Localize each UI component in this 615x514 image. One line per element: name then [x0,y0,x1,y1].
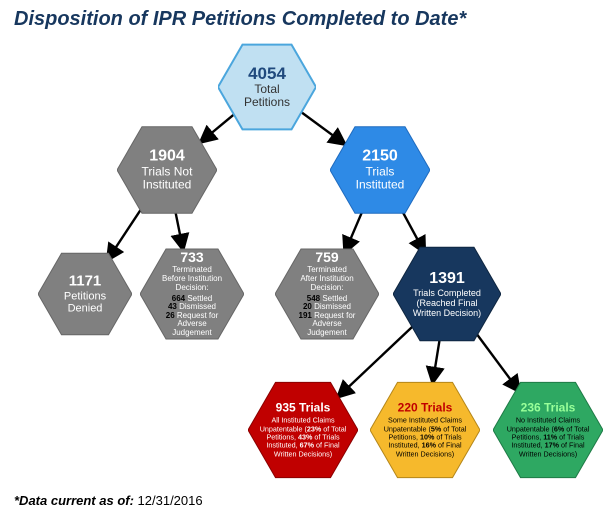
hex-num-all-unpat: 935 Trials [258,402,348,415]
hex-sublines-term-before: 664 Settled43 Dismissed26 Request forAdv… [149,295,234,338]
hex-content-term-before: 733TerminatedBefore InstitutionDecision:… [149,250,234,338]
hex-content-some-unpat: 220 Trials Some Instituted Claims Unpaten… [380,402,470,459]
hex-label-completed: Trials Completed(Reached FinalWritten De… [403,288,492,318]
hex-num-none-unpat: 236 Trials [503,402,593,415]
hex-fine-some-unpat: Some Instituted Claims Unpatentable (5% … [380,417,470,458]
hex-all-unpat: 935 Trials All Instituted Claims Unpatent… [248,375,358,485]
hex-label-total: TotalPetitions [227,83,307,110]
footer-label: *Data current as of: [14,493,134,508]
hex-denied: 1171PetitionsDenied [38,247,132,341]
hex-num-term-after: 759 [284,250,369,266]
hex-num-not-instituted: 1904 [126,148,208,166]
hex-label-denied: PetitionsDenied [46,290,123,315]
hex-some-unpat: 220 Trials Some Instituted Claims Unpaten… [370,375,480,485]
hex-num-term-before: 733 [149,250,234,266]
hex-total: 4054TotalPetitions [218,38,316,136]
hex-content-instituted: 2150TrialsInstituted [339,148,421,193]
hex-instituted: 2150TrialsInstituted [330,120,430,220]
footer-note: *Data current as of: 12/31/2016 [14,493,203,508]
hex-num-total: 4054 [227,64,307,83]
hex-num-some-unpat: 220 Trials [380,402,470,415]
hex-content-completed: 1391Trials Completed(Reached FinalWritte… [403,270,492,318]
hex-not-instituted: 1904Trials NotInstituted [117,120,217,220]
hex-num-denied: 1171 [46,273,123,290]
hex-term-after: 759TerminatedAfter InstitutionDecision:5… [275,242,379,346]
hex-term-before: 733TerminatedBefore InstitutionDecision:… [140,242,244,346]
hex-content-term-after: 759TerminatedAfter InstitutionDecision:5… [284,250,369,338]
hex-none-unpat: 236 Trials No Instituted Claims Unpatenta… [493,375,603,485]
hex-content-not-instituted: 1904Trials NotInstituted [126,148,208,193]
hex-fine-all-unpat: All Instituted Claims Unpatentable (23% … [258,417,348,458]
hex-completed: 1391Trials Completed(Reached FinalWritte… [393,240,501,348]
hex-label-instituted: TrialsInstituted [339,166,421,193]
hex-label-term-before: TerminatedBefore InstitutionDecision: [149,266,234,293]
hex-content-none-unpat: 236 Trials No Instituted Claims Unpatenta… [503,402,593,459]
hex-label-not-instituted: Trials NotInstituted [126,166,208,193]
footer-date: 12/31/2016 [134,493,203,508]
hex-content-all-unpat: 935 Trials All Instituted Claims Unpatent… [258,402,348,459]
hex-sublines-term-after: 548 Settled20 Dismissed191 Request forAd… [284,295,369,338]
flowchart-canvas: 4054TotalPetitions 1904Trials NotInstitut… [0,34,615,492]
hex-num-instituted: 2150 [339,148,421,166]
hex-content-denied: 1171PetitionsDenied [46,273,123,314]
hex-num-completed: 1391 [403,270,492,288]
hex-content-total: 4054TotalPetitions [227,64,307,110]
page-title: Disposition of IPR Petitions Completed t… [0,0,615,31]
hex-label-term-after: TerminatedAfter InstitutionDecision: [284,266,369,293]
hex-fine-none-unpat: No Instituted Claims Unpatentable (6% of… [503,417,593,458]
